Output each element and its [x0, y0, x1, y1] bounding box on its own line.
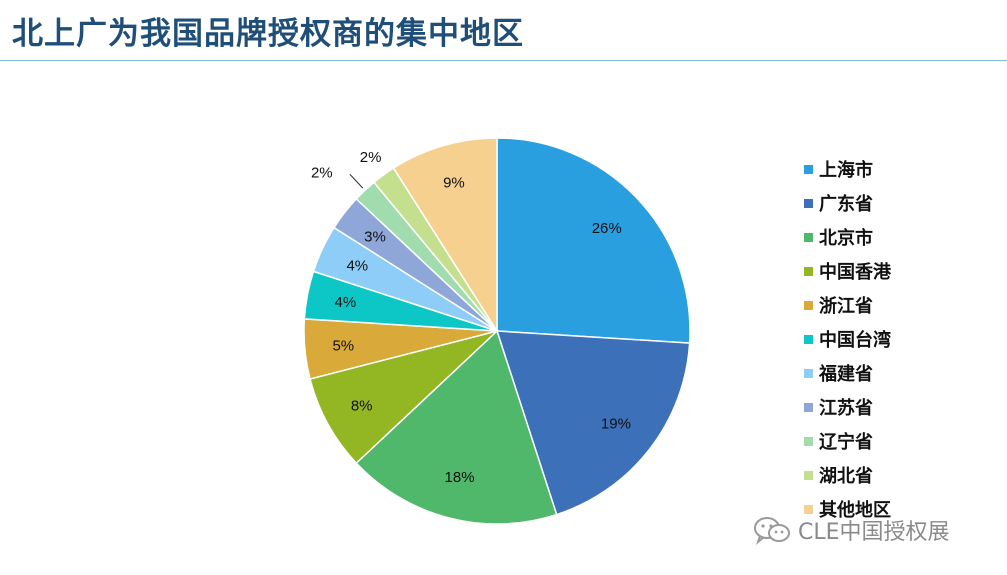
- legend-item-4: 中国香港: [804, 254, 891, 288]
- legend-swatch: [804, 470, 813, 480]
- legend-swatch: [804, 436, 813, 446]
- legend-label: 湖北省: [819, 466, 873, 487]
- legend-label: 辽宁省: [819, 432, 873, 453]
- legend-label: 其他地区: [819, 500, 891, 521]
- page-title: 北上广为我国品牌授权商的集中地区: [12, 16, 524, 52]
- slice-label-5: 5%: [332, 338, 354, 355]
- slice-label-2: 19%: [601, 415, 631, 432]
- legend-item-5: 浙江省: [804, 288, 891, 322]
- legend-swatch: [804, 300, 813, 310]
- watermark: CLE中国授权展: [752, 514, 950, 546]
- slice-label-4: 8%: [351, 397, 373, 414]
- legend-swatch: [804, 504, 813, 514]
- legend-swatch: [804, 232, 813, 242]
- slice-label-7: 4%: [346, 257, 368, 274]
- legend-label: 上海市: [819, 160, 873, 181]
- legend-label: 中国台湾: [819, 330, 891, 351]
- legend-swatch: [804, 266, 813, 276]
- pie-slice-3: [355, 329, 558, 525]
- legend-label: 浙江省: [819, 296, 873, 317]
- slice-label-3: 18%: [445, 469, 475, 486]
- legend-swatch: [804, 402, 813, 412]
- pie-slice-4: [309, 330, 498, 465]
- legend-item-11: 其他地区: [804, 492, 891, 526]
- slice-label-11: 9%: [443, 175, 465, 192]
- pie-slice-11: [392, 137, 498, 334]
- chart-legend: 上海市广东省北京市中国香港浙江省中国台湾福建省江苏省辽宁省湖北省其他地区: [804, 152, 891, 526]
- legend-swatch: [804, 164, 813, 174]
- legend-item-2: 广东省: [804, 186, 891, 220]
- pie-slice-2: [495, 330, 691, 516]
- slice-label-9: 2%: [311, 164, 333, 181]
- legend-item-1: 上海市: [804, 152, 891, 186]
- legend-label: 中国香港: [819, 262, 891, 283]
- slice-label-10: 2%: [360, 149, 382, 166]
- legend-label: 广东省: [819, 194, 873, 215]
- legend-item-8: 江苏省: [804, 390, 891, 424]
- legend-label: 江苏省: [819, 398, 873, 419]
- legend-item-10: 湖北省: [804, 458, 891, 492]
- title-divider: [0, 60, 1007, 61]
- legend-swatch: [804, 368, 813, 378]
- watermark-text: CLE中国授权展: [798, 520, 950, 545]
- legend-label: 北京市: [819, 228, 873, 249]
- legend-item-6: 中国台湾: [804, 322, 891, 356]
- pie-slice-1: [496, 137, 691, 344]
- leader-line-9: [349, 173, 364, 189]
- legend-item-9: 辽宁省: [804, 424, 891, 458]
- slice-label-8: 3%: [364, 228, 386, 245]
- slice-label-6: 4%: [334, 294, 356, 311]
- legend-swatch: [804, 334, 813, 344]
- wechat-icon: [754, 517, 790, 545]
- legend-swatch: [804, 198, 813, 208]
- legend-label: 福建省: [819, 364, 873, 385]
- slice-label-1: 26%: [592, 220, 622, 237]
- legend-item-7: 福建省: [804, 356, 891, 390]
- legend-item-3: 北京市: [804, 220, 891, 254]
